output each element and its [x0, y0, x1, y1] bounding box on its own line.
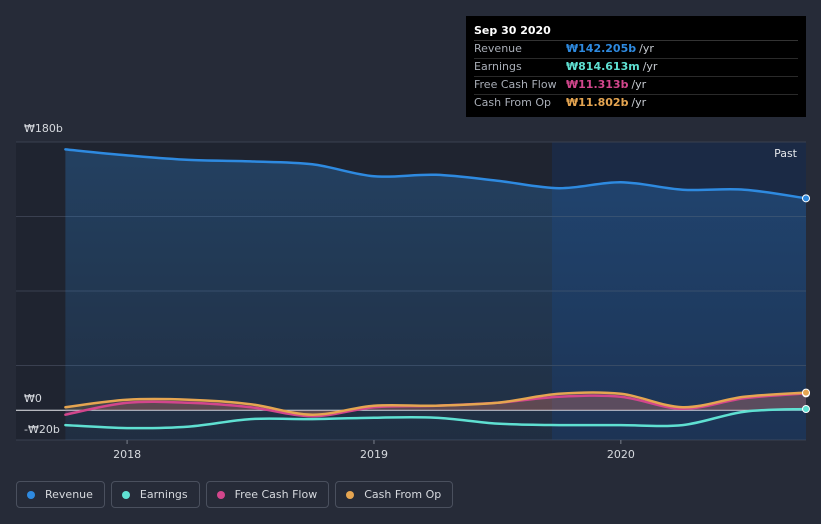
tooltip-value: ₩142.205b	[566, 42, 637, 55]
x-tick-label: 2019	[360, 448, 388, 461]
legend-item-revenue[interactable]: Revenue	[16, 481, 105, 508]
end-dot-earnings	[802, 405, 810, 414]
legend-item-cash-from-op[interactable]: Cash From Op	[335, 481, 454, 508]
legend-item-earnings[interactable]: Earnings	[110, 481, 200, 508]
legend-dot-icon	[121, 490, 130, 499]
line-earnings	[64, 407, 808, 430]
legend-dot-icon	[27, 490, 35, 499]
legend-dot-icon	[216, 490, 225, 499]
area-free-cash-flow	[65, 393, 806, 417]
tooltip-unit: /yr	[639, 42, 654, 55]
y-axis: ₩180b ₩0 -₩20b	[24, 122, 63, 436]
y-tick-label: ₩0	[24, 392, 42, 405]
legend-dot-icon	[346, 490, 355, 499]
series-end-dots	[802, 194, 810, 414]
line-cash-from-op	[64, 391, 808, 416]
tooltip-label: Cash From Op	[474, 96, 552, 109]
legend-label: Earnings	[139, 488, 188, 501]
tooltip-label: Revenue	[474, 42, 522, 55]
y-tick-label: -₩20b	[24, 423, 60, 436]
tooltip-date: Sep 30 2020	[474, 24, 798, 41]
x-axis: 2018 2019 2020	[113, 440, 635, 461]
legend: Revenue Earnings Free Cash Flow Cash Fro…	[16, 481, 454, 508]
tooltip-value: ₩11.802b	[566, 96, 629, 109]
tooltip-row-earnings: Earnings ₩814.613m /yr	[474, 59, 798, 77]
tooltip-row-cash-from-op: Cash From Op ₩11.802b /yr	[474, 95, 798, 112]
y-tick-label: ₩180b	[24, 122, 63, 135]
tooltip-label: Free Cash Flow	[474, 78, 557, 91]
legend-label: Cash From Op	[364, 488, 442, 501]
tooltip-value: ₩814.613m	[566, 60, 640, 73]
tooltip-unit: /yr	[631, 78, 647, 91]
tooltip-value: ₩11.313b	[566, 78, 629, 91]
past-label: Past	[774, 147, 798, 160]
series-areas	[65, 149, 806, 440]
chart: ₩180b ₩0 -₩20b 2018 2019 2020 Past	[16, 122, 810, 461]
tooltip-row-revenue: Revenue ₩142.205b /yr	[474, 41, 798, 59]
x-tick-label: 2020	[607, 448, 635, 461]
tooltip-row-free-cash-flow: Free Cash Flow ₩11.313b /yr	[474, 77, 798, 95]
end-dot-cash-from-op	[802, 388, 810, 397]
end-dot-revenue	[802, 194, 810, 203]
line-revenue	[64, 148, 808, 200]
legend-label: Revenue	[45, 488, 93, 501]
tooltip: Sep 30 2020 Revenue ₩142.205b /yr Earnin…	[466, 16, 806, 117]
legend-item-free-cash-flow[interactable]: Free Cash Flow	[205, 481, 330, 508]
tooltip-label: Earnings	[474, 60, 522, 73]
series-lines	[64, 148, 808, 430]
x-tick-label: 2018	[113, 448, 141, 461]
area-revenue	[65, 149, 806, 440]
tooltip-unit: /yr	[642, 60, 658, 73]
tooltip-unit: /yr	[631, 96, 647, 109]
legend-label: Free Cash Flow	[234, 488, 318, 501]
